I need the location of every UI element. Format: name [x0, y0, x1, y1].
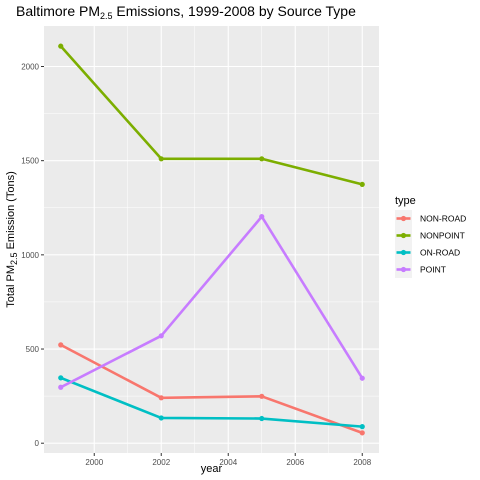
- legend-point-non-road: [400, 215, 407, 222]
- grid-minor: [44, 26, 379, 453]
- x-axis-title: year: [201, 463, 223, 475]
- x-tick-label: 2006: [286, 458, 304, 467]
- data-point-non-road: [259, 393, 265, 399]
- legend-items: NON-ROAD NONPOINT ON-ROAD POINT: [395, 210, 466, 278]
- y-axis-title: Total PM2.5 Emission (Tons): [5, 171, 19, 308]
- chart-title-rest: Emissions, 1999-2008 by Source Type: [113, 3, 357, 19]
- y-tick-label: 0: [35, 439, 40, 448]
- legend-point-nonpoint: [400, 232, 407, 239]
- data-point-nonpoint: [259, 156, 265, 162]
- legend-label-nonpoint: NONPOINT: [420, 231, 465, 241]
- series-line-point: [60, 215, 364, 389]
- x-tick-label: 2004: [219, 458, 237, 467]
- data-point-nonpoint: [359, 181, 365, 188]
- legend-point-on-road: [400, 249, 407, 256]
- x-tick-label: 2000: [85, 458, 103, 467]
- data-point-point: [359, 375, 365, 381]
- data-point-point: [58, 384, 64, 390]
- data-point-point: [259, 214, 265, 220]
- data-point-point: [158, 333, 164, 339]
- plot-panel: [44, 26, 379, 453]
- x-tick-label: 2002: [152, 458, 170, 467]
- y-axis-title-rest: Emission (Tons): [5, 171, 17, 252]
- data-point-on-road: [359, 424, 365, 430]
- y-axis-title-main: Total PM: [5, 265, 17, 308]
- grid-major: [44, 26, 379, 453]
- x-tick-label: 2008: [353, 458, 371, 467]
- axis-ticks: [41, 65, 363, 456]
- series-line-non-road: [60, 343, 363, 435]
- data-point-non-road: [158, 395, 164, 401]
- legend-title: type: [395, 195, 416, 207]
- series-line-on-road: [60, 376, 363, 428]
- data-point-nonpoint: [58, 43, 64, 49]
- legend: type NON-ROAD NONPOINT ON-ROAD POINT: [395, 195, 466, 278]
- y-axis-title-subscript: 2.5: [9, 252, 19, 265]
- data-point-on-road: [259, 415, 265, 422]
- legend-label-on-road: ON-ROAD: [420, 248, 460, 258]
- chart-title: Baltimore PM2.5 Emissions, 1999-2008 by …: [16, 3, 356, 21]
- series-line-nonpoint: [59, 45, 363, 186]
- tick-labels: 2000 2002 2004 2006 2008 0 500 1000 1500 2000: [21, 62, 371, 467]
- data-point-on-road: [58, 375, 64, 381]
- data-point-on-road: [158, 415, 164, 421]
- series-layer: [58, 43, 365, 436]
- y-tick-label: 500: [26, 345, 40, 354]
- chart-title-subscript: 2.5: [100, 11, 113, 21]
- legend-label-point: POINT: [420, 265, 446, 275]
- legend-label-non-road: NON-ROAD: [420, 214, 466, 224]
- y-tick-label: 1000: [21, 251, 39, 260]
- data-point-nonpoint: [158, 156, 164, 162]
- data-point-non-road: [58, 342, 64, 348]
- y-tick-label: 2000: [21, 62, 39, 71]
- data-point-non-road: [359, 430, 365, 436]
- chart-title-main: Baltimore PM: [16, 3, 100, 19]
- legend-point-point: [400, 266, 407, 273]
- y-tick-label: 1500: [21, 157, 39, 166]
